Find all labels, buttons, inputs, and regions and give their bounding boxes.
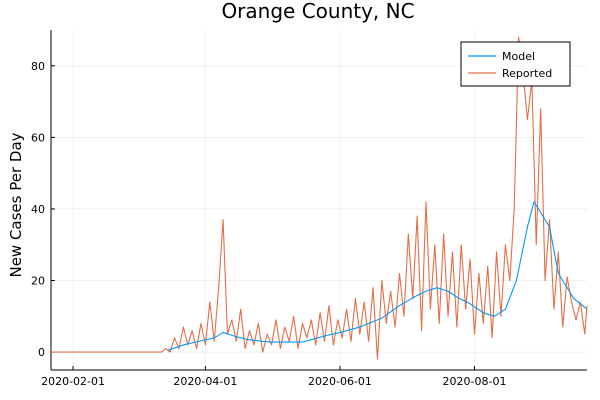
chart-title: Orange County, NC <box>221 0 414 23</box>
x-tick-label: 2020-02-01 <box>41 375 105 388</box>
legend-box <box>460 41 571 87</box>
legend-label-model: Model <box>502 50 535 63</box>
axes <box>50 30 587 371</box>
series-line-reported <box>51 36 588 360</box>
legend-label-reported: Reported <box>502 67 552 80</box>
y-axis-label: New Cases Per Day <box>7 132 25 277</box>
legend: Model Reported <box>460 41 571 87</box>
x-axis-ticks: 2020-02-01 2020-04-01 2020-06-01 2020-08-01 <box>41 366 506 388</box>
y-tick-label: 0 <box>38 346 45 359</box>
y-tick-label: 20 <box>31 275 45 288</box>
y-tick-label: 60 <box>31 131 45 144</box>
x-tick-label: 2020-04-01 <box>173 375 237 388</box>
x-tick-label: 2020-06-01 <box>308 375 372 388</box>
series-line-model <box>167 201 588 351</box>
y-tick-label: 40 <box>31 203 45 216</box>
y-axis-ticks: 0 20 40 60 80 <box>31 60 55 359</box>
x-tick-label: 2020-08-01 <box>443 375 507 388</box>
series-layer <box>51 36 588 360</box>
y-tick-label: 80 <box>31 60 45 73</box>
